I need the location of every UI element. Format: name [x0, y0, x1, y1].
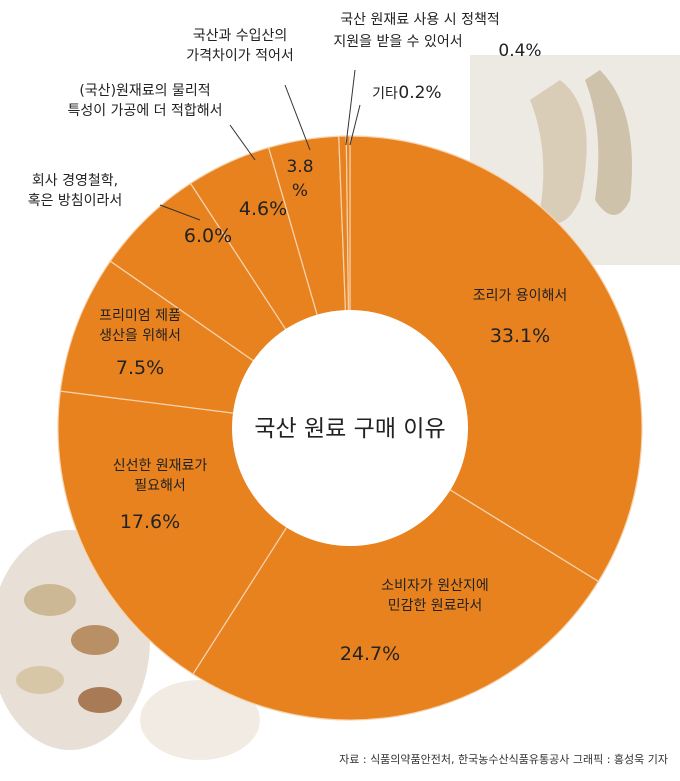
slice-label: 지원을 받을 수 있어서 [333, 34, 462, 50]
slice-value: 17.6% [120, 511, 180, 533]
slice-label: 혹은 방침이라서 [28, 193, 123, 209]
slice-label: 기타 [372, 86, 398, 102]
slice-value: 3.8 [286, 157, 313, 177]
slice-label: 조리가 용이해서 [473, 288, 568, 304]
source-credit: 자료 : 식품의약품안전처, 한국농수산식품유통공사 그래픽 : 홍성욱 기자 [339, 753, 668, 766]
slice-value: 4.6% [239, 198, 287, 220]
slice-label: 가격차이가 적어서 [186, 48, 294, 64]
slice-value: 6.0% [184, 225, 232, 247]
slice-value: 0.4% [498, 41, 541, 61]
slice-label: 생산을 위해서 [99, 328, 181, 344]
donut-hole [232, 310, 468, 546]
leader-line [284, 84, 311, 151]
slice-value: 24.7% [340, 643, 400, 665]
slice-label: 특성이 가공에 더 적합해서 [67, 103, 222, 119]
slice-label: 소비자가 원산지에 [381, 578, 489, 594]
slice-value: 33.1% [490, 325, 550, 347]
slice-label: 회사 경영철학, [32, 173, 118, 189]
leader-line [349, 104, 361, 146]
slice-label: 국산 원재료 사용 시 정책적 [340, 12, 499, 28]
slice-label: 필요해서 [134, 478, 186, 494]
pie-slice [192, 427, 600, 721]
slice-label: 민감한 원료라서 [388, 598, 483, 614]
slice-label: 프리미엄 제품 [99, 308, 181, 324]
slice-value: 7.5% [116, 357, 164, 379]
slice-label: 신선한 원재료가 [113, 458, 208, 474]
slice-value: 0.2% [398, 83, 441, 103]
leader-line [229, 124, 256, 161]
slice-label: (국산)원재료의 물리적 [79, 83, 210, 99]
slice-label: 국산과 수입산의 [193, 28, 288, 44]
slice-value: % [292, 181, 308, 201]
leader-line [345, 69, 356, 146]
chart-title: 국산 원료 구매 이유 [254, 416, 445, 442]
leader-line [159, 204, 201, 221]
